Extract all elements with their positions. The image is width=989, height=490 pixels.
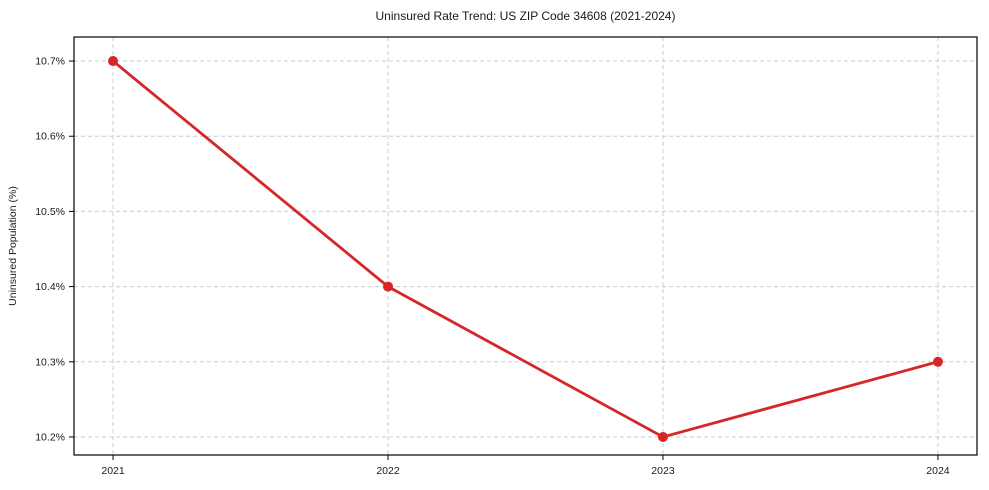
y-tick-label: 10.6%: [35, 131, 65, 143]
axes-frame: [73, 36, 978, 456]
y-tick-label: 10.7%: [35, 56, 65, 68]
y-tick-label: 10.4%: [35, 281, 65, 293]
x-tick-label: 2023: [651, 465, 675, 477]
x-tick-label: 2021: [101, 465, 125, 477]
x-tick-label: 2022: [376, 465, 400, 477]
trend-line: [111, 59, 940, 439]
y-tick-label: 10.2%: [35, 431, 65, 443]
data-point-2024: [932, 356, 943, 367]
chart-title: Uninsured Rate Trend: US ZIP Code 34608 …: [375, 9, 676, 23]
data-point-2021: [108, 56, 119, 67]
y-tick-label: 10.5%: [35, 206, 65, 218]
data-point-2022: [383, 281, 394, 292]
y-tick-label: 10.3%: [35, 356, 65, 368]
x-tick-label: 2024: [926, 465, 950, 477]
data-point-2023: [657, 431, 668, 442]
